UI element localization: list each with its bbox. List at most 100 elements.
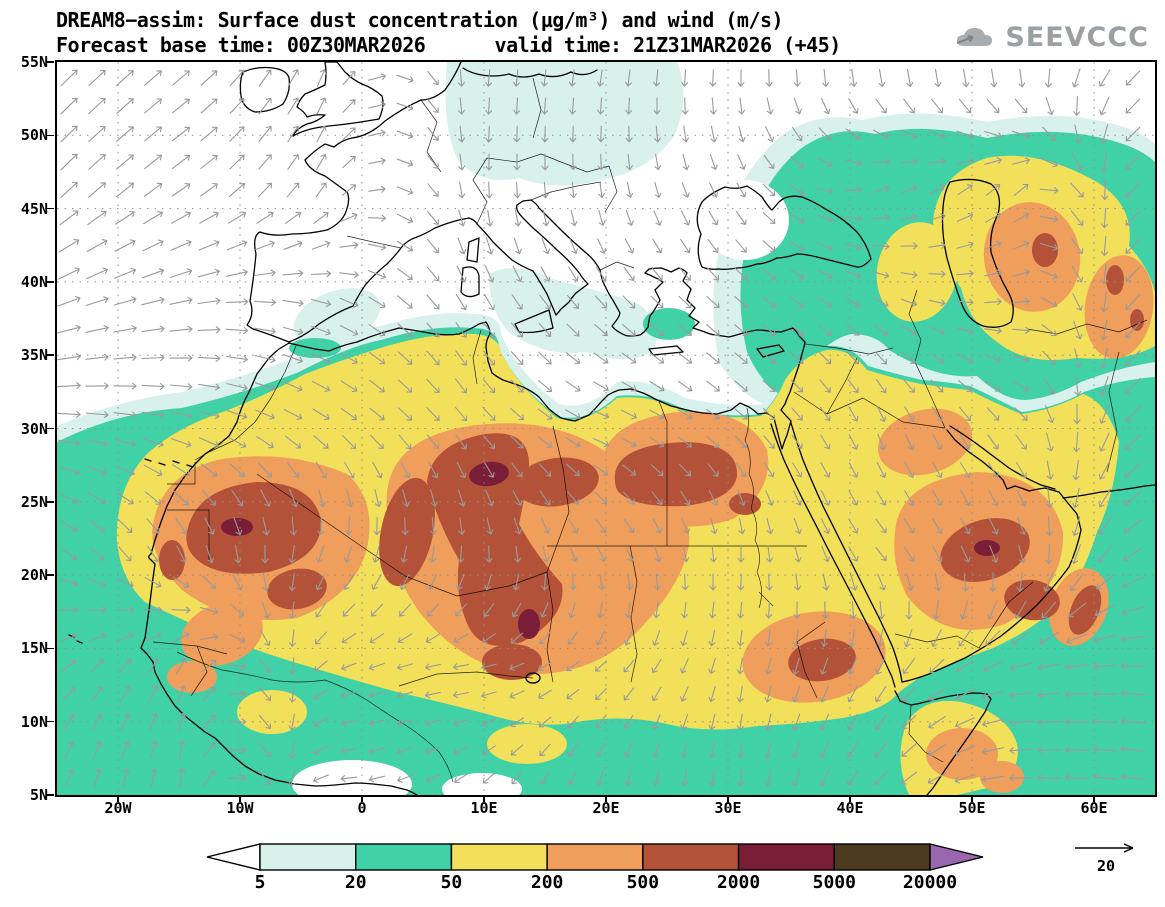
cloud-logo-icon xyxy=(956,27,993,46)
lake-chad xyxy=(525,672,541,684)
colorbar-level-label: 50 xyxy=(440,872,463,893)
wind-reference-label: 20 xyxy=(1096,857,1116,875)
y-tick-label: 55N xyxy=(20,53,48,71)
x-tick-label: 40E xyxy=(836,799,864,817)
logo-text: SEEVCCC xyxy=(1005,22,1149,53)
colorbar-level-label: 500 xyxy=(626,872,660,893)
x-tick-label: 20E xyxy=(592,799,620,817)
colorbar-segment xyxy=(259,843,357,871)
chart-subtitle: Forecast base time: 00Z30MAR2026 valid t… xyxy=(56,33,841,57)
y-tick-mark xyxy=(47,574,54,576)
colorbar-level-label: 2000 xyxy=(716,872,761,893)
x-tick-mark xyxy=(117,795,119,802)
y-tick-mark xyxy=(47,207,54,210)
country-borders xyxy=(152,77,1148,763)
y-tick-label: 50N xyxy=(20,126,48,145)
island-corsica xyxy=(466,237,480,263)
island-crete xyxy=(648,345,684,356)
dust-peak-algeria xyxy=(469,461,509,487)
dust-region-caucasus-1 xyxy=(983,202,1081,312)
river-nile xyxy=(744,407,774,609)
x-tick-mark xyxy=(361,795,363,802)
colorbar-segment xyxy=(546,843,644,871)
y-tick-mark xyxy=(47,281,54,283)
clear-region-cameroon xyxy=(442,773,522,795)
wind-reference-arrow-icon xyxy=(1075,843,1134,853)
y-tick-mark xyxy=(47,501,54,503)
colorbar-level-label: 20 xyxy=(344,872,367,893)
dust-region-alboran xyxy=(289,338,341,358)
dust-core-sudan xyxy=(788,638,856,682)
x-tick-mark xyxy=(849,795,851,802)
dust-peak-niger xyxy=(518,609,540,639)
dust-core-egypt xyxy=(729,493,761,515)
dust-concentration-layer xyxy=(57,62,1155,795)
x-tick-label: 0 xyxy=(357,799,367,817)
river-niger xyxy=(176,651,454,783)
dust-region-central-europe xyxy=(445,62,684,186)
coastline-britain xyxy=(292,62,384,137)
map-frame xyxy=(55,60,1157,797)
colorbar-segment xyxy=(206,843,261,871)
clear-region-west-black-sea xyxy=(701,180,789,260)
dust-core-caucasus-1 xyxy=(1032,233,1058,267)
colorbar-segment xyxy=(737,843,835,871)
dust-region-ethiopia-1 xyxy=(926,728,998,780)
x-tick-mark xyxy=(605,795,607,802)
x-tick-label: 30E xyxy=(714,799,742,817)
coastline-red-sea-west xyxy=(770,423,896,688)
y-tick-mark xyxy=(47,794,54,796)
coastline-west-africa xyxy=(140,342,418,795)
colorbar xyxy=(206,843,984,871)
coastline-arabia-south xyxy=(901,429,1082,683)
y-tick-mark xyxy=(47,647,54,650)
colorbar-segment xyxy=(833,843,931,871)
coastline-persian-gulf-north xyxy=(949,425,1155,499)
dust-region-south-italy-greece xyxy=(489,268,657,360)
dust-peak-saudi xyxy=(974,540,1000,556)
dust-region-se-spain xyxy=(293,288,381,346)
y-tick-label: 25N xyxy=(20,492,48,511)
x-tick-label: 50E xyxy=(958,799,986,817)
y-tick-label: 45N xyxy=(20,199,48,218)
dust-core-west-sahara xyxy=(186,482,322,574)
x-tick-mark xyxy=(239,795,241,802)
y-tick-label: 10N xyxy=(20,712,48,731)
black-sea xyxy=(696,185,872,270)
colorbar-segment xyxy=(929,843,984,871)
y-tick-label: 40N xyxy=(20,272,48,291)
coastline-north-africa xyxy=(288,321,792,450)
dust-core-libya-egypt-coast xyxy=(614,442,738,507)
y-tick-label: 30N xyxy=(20,419,48,438)
colorbar-segment xyxy=(642,843,740,871)
colorbar-level-label: 200 xyxy=(530,872,564,893)
dust-region-west-coast xyxy=(181,602,263,666)
y-tick-mark xyxy=(47,134,54,137)
island-cyprus xyxy=(756,344,785,358)
dust-region-aegean xyxy=(643,308,695,340)
colorbar-segment xyxy=(355,843,453,871)
caspian-sea xyxy=(941,178,1014,328)
x-tick-mark xyxy=(483,795,485,802)
x-tick-label: 10E xyxy=(470,799,498,817)
coastline-ireland xyxy=(239,66,291,113)
x-tick-mark xyxy=(971,795,973,802)
seevccc-logo: SEEVCCC xyxy=(953,22,1149,53)
y-tick-label: 15N xyxy=(20,639,48,658)
y-tick-label: 35N xyxy=(20,346,48,365)
dust-core-algeria xyxy=(427,433,563,646)
y-tick-mark xyxy=(47,354,54,356)
y-tick-mark xyxy=(47,61,54,63)
dust-region-sahel-west xyxy=(237,690,307,734)
y-tick-mark xyxy=(47,427,54,430)
dust-core-niger xyxy=(482,644,542,680)
dust-core-caucasus-3 xyxy=(1130,309,1144,331)
colorbar-level-label: 20000 xyxy=(902,872,958,893)
islands-canary xyxy=(68,458,194,644)
dust-region-sahel-central xyxy=(487,724,567,764)
x-tick-mark xyxy=(1093,795,1095,802)
colorbar-level-label: 5 xyxy=(254,872,266,893)
wind-reference: 20 xyxy=(1062,840,1150,875)
x-tick-label: 20W xyxy=(104,799,132,817)
coastline-red-sea-east xyxy=(790,422,903,683)
